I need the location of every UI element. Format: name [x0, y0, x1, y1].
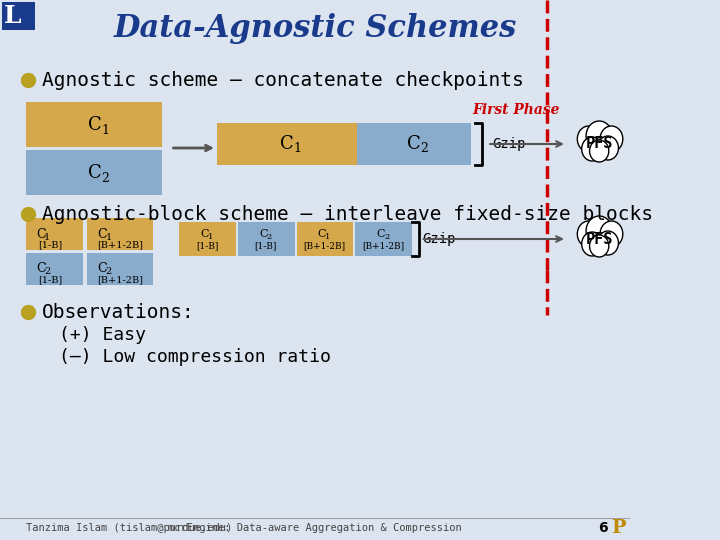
Text: C: C	[97, 227, 107, 240]
Text: 1: 1	[105, 233, 112, 241]
FancyBboxPatch shape	[238, 222, 294, 256]
Text: 2: 2	[384, 233, 390, 241]
Circle shape	[577, 221, 600, 247]
Circle shape	[582, 137, 603, 161]
Text: 6: 6	[598, 521, 608, 535]
Text: L: L	[4, 4, 22, 28]
Circle shape	[577, 126, 600, 152]
Circle shape	[582, 232, 603, 256]
Text: PFS: PFS	[585, 232, 613, 246]
FancyBboxPatch shape	[87, 253, 153, 285]
FancyBboxPatch shape	[26, 150, 162, 195]
Circle shape	[586, 216, 612, 246]
Circle shape	[590, 235, 609, 257]
Text: (+) Easy: (+) Easy	[60, 326, 146, 344]
Text: First Phase: First Phase	[472, 103, 560, 117]
Text: Data-Agnostic Schemes: Data-Agnostic Schemes	[113, 12, 516, 44]
Text: 2: 2	[267, 233, 272, 241]
FancyBboxPatch shape	[179, 222, 236, 256]
Circle shape	[600, 126, 623, 152]
Text: 1: 1	[208, 233, 214, 241]
Text: 1: 1	[44, 233, 50, 241]
Text: 2: 2	[420, 143, 428, 156]
Text: 1: 1	[325, 233, 330, 241]
Text: C: C	[407, 135, 420, 153]
Text: 2: 2	[101, 172, 109, 185]
Text: 2: 2	[44, 267, 50, 276]
Circle shape	[600, 221, 623, 247]
FancyBboxPatch shape	[87, 218, 153, 250]
Text: C: C	[280, 135, 294, 153]
Text: [1-B]: [1-B]	[37, 240, 62, 249]
Text: mcrEngine: Data-aware Aggregation & Compression: mcrEngine: Data-aware Aggregation & Comp…	[168, 523, 462, 533]
Circle shape	[598, 231, 618, 255]
FancyBboxPatch shape	[297, 222, 354, 256]
FancyBboxPatch shape	[26, 218, 83, 250]
Text: C: C	[88, 164, 102, 182]
FancyBboxPatch shape	[217, 123, 357, 165]
Text: (–) Low compression ratio: (–) Low compression ratio	[60, 348, 331, 366]
Text: Tanzima Islam (tislam@purdue.edu): Tanzima Islam (tislam@purdue.edu)	[26, 523, 233, 533]
FancyBboxPatch shape	[26, 253, 83, 285]
Text: 2: 2	[105, 267, 112, 276]
Text: 1: 1	[294, 143, 302, 156]
Text: C: C	[36, 262, 46, 275]
Text: Gzip: Gzip	[492, 137, 526, 151]
Text: [B+1-2B]: [B+1-2B]	[96, 240, 143, 249]
Text: [B+1-2B]: [B+1-2B]	[303, 241, 346, 251]
Text: [1-B]: [1-B]	[37, 275, 62, 285]
Text: C: C	[318, 229, 326, 239]
Text: C: C	[377, 229, 384, 239]
Text: C: C	[97, 262, 107, 275]
Text: Agnostic scheme – concatenate checkpoints: Agnostic scheme – concatenate checkpoint…	[42, 71, 523, 90]
Text: C: C	[259, 229, 268, 239]
Text: [B+1-2B]: [B+1-2B]	[362, 241, 404, 251]
FancyBboxPatch shape	[1, 2, 35, 30]
Text: C: C	[88, 116, 102, 134]
FancyBboxPatch shape	[26, 102, 162, 147]
Text: Agnostic-block scheme – interleave fixed-size blocks: Agnostic-block scheme – interleave fixed…	[42, 205, 653, 224]
FancyBboxPatch shape	[355, 222, 412, 256]
Text: P: P	[611, 519, 626, 537]
Text: [1-B]: [1-B]	[255, 241, 277, 251]
Text: Observations:: Observations:	[42, 302, 194, 321]
Text: [1-B]: [1-B]	[196, 241, 218, 251]
Text: Gzip: Gzip	[423, 232, 456, 246]
Text: [B+1-2B]: [B+1-2B]	[96, 275, 143, 285]
Text: C: C	[200, 229, 209, 239]
Circle shape	[598, 136, 618, 160]
Text: PFS: PFS	[585, 137, 613, 152]
FancyBboxPatch shape	[357, 123, 471, 165]
Text: C: C	[36, 227, 46, 240]
Text: 1: 1	[101, 124, 109, 137]
Circle shape	[590, 140, 609, 162]
Circle shape	[586, 121, 612, 151]
